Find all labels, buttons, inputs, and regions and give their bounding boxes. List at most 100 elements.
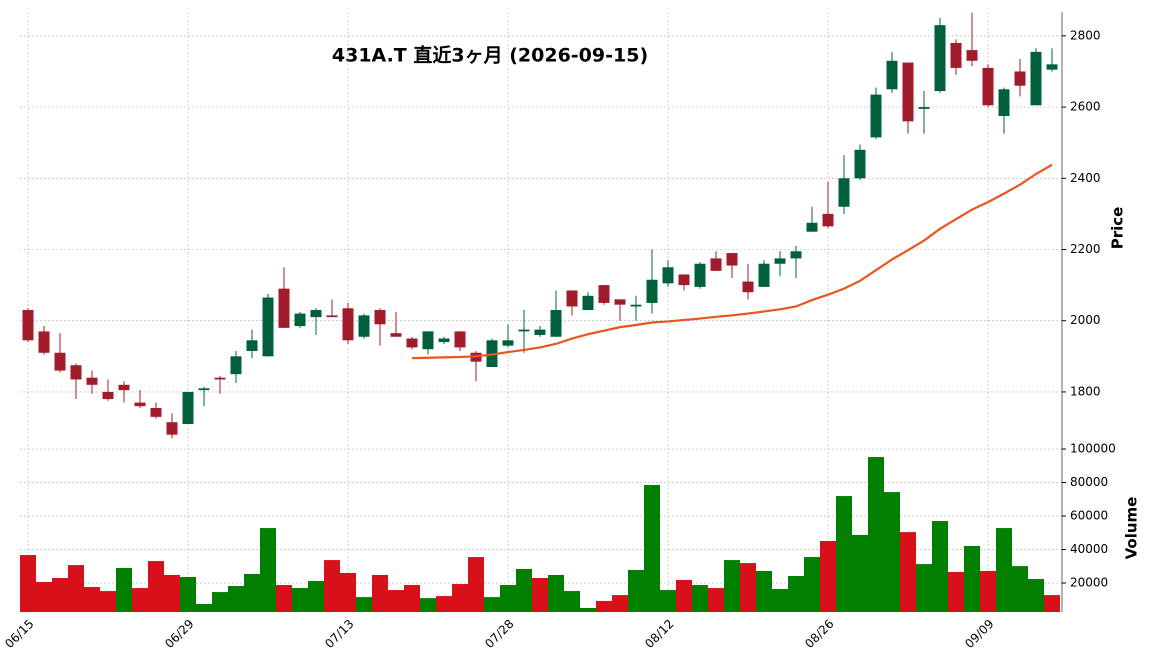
candle-body [22, 310, 34, 341]
candle-body [806, 222, 818, 232]
candle-body [886, 60, 898, 90]
volume-bar [660, 590, 676, 612]
candle-body [230, 356, 242, 375]
volume-bar [756, 570, 772, 612]
candle-body [998, 89, 1010, 116]
candle-body [790, 251, 802, 259]
candle-body [534, 329, 546, 335]
candle-body [582, 295, 594, 311]
candle-body [342, 308, 354, 341]
candle-body [166, 422, 178, 435]
volume-bar [724, 560, 740, 612]
candle-body [918, 107, 930, 109]
volume-bar [1012, 566, 1028, 612]
volume-bar [404, 585, 420, 612]
candle-body [822, 213, 834, 227]
volume-bar [820, 540, 836, 612]
candle-body [406, 338, 418, 348]
volume-bar [20, 555, 36, 612]
y-tick-label: 2600 [1070, 100, 1101, 114]
volume-bar [884, 492, 900, 612]
volume-bar [740, 563, 756, 612]
candle-body [502, 340, 514, 346]
candle-body [54, 352, 66, 371]
candle-body [870, 94, 882, 138]
candle-body [118, 384, 130, 391]
candle-body [182, 391, 194, 424]
candle-body [246, 340, 258, 351]
candle-body [358, 315, 370, 337]
volume-bar [36, 582, 52, 612]
y-tick-label: 2000 [1070, 313, 1101, 327]
volume-bar [500, 585, 516, 612]
volume-bar [996, 528, 1012, 612]
y-tick-label: 80000 [1070, 475, 1108, 489]
volume-bar [1028, 579, 1044, 612]
candle-body [646, 279, 658, 303]
volume-bar [804, 557, 820, 612]
candle-body [70, 365, 82, 380]
x-tick-label: 09/09 [962, 617, 996, 651]
candle-body [566, 290, 578, 307]
candle-body [550, 310, 562, 337]
candle-body [278, 288, 290, 328]
volume-axis-label: Volume [1123, 497, 1141, 560]
y-tick-label: 2400 [1070, 171, 1101, 185]
volume-bar [388, 590, 404, 612]
volume-bar [628, 569, 644, 612]
candle-body [662, 267, 674, 284]
volume-bar [708, 588, 724, 612]
volume-bar [532, 577, 548, 612]
candle-body [678, 274, 690, 286]
candle-body [774, 258, 786, 264]
candle-body [326, 315, 338, 318]
candle-body [38, 331, 50, 353]
volume-bar [468, 557, 484, 612]
candle-body [726, 253, 738, 266]
volume-bar [548, 574, 564, 612]
y-tick-label: 2200 [1070, 242, 1101, 256]
chart-title: 431A.T 直近3ヶ月 (2026-09-15) [332, 44, 648, 67]
volume-bar [1044, 595, 1060, 612]
volume-bar [916, 564, 932, 612]
volume-bar [180, 576, 196, 612]
volume-bar [132, 588, 148, 612]
y-tick-label: 20000 [1070, 576, 1108, 590]
candle-body [454, 331, 466, 348]
volume-bar [244, 573, 260, 612]
y-tick-label: 1800 [1070, 384, 1101, 398]
volume-bar [52, 577, 68, 612]
candle-body [102, 391, 114, 400]
x-tick-label: 06/29 [162, 617, 196, 651]
x-tick-label: 06/15 [2, 617, 36, 651]
volume-bar [836, 496, 852, 612]
volume-bar [356, 597, 372, 612]
candle-body [694, 263, 706, 287]
volume-bar [164, 574, 180, 612]
candle-body [614, 299, 626, 305]
volume-bar [900, 532, 916, 612]
y-tick-label: 100000 [1070, 442, 1116, 456]
candle-body [294, 313, 306, 327]
volume-bar [340, 572, 356, 612]
volume-bar [932, 521, 948, 612]
volume-bar [852, 534, 868, 612]
volume-bar [212, 592, 228, 612]
candle-body [950, 42, 962, 68]
candle-body [518, 329, 530, 332]
volume-bar [868, 457, 884, 612]
y-tick-label: 40000 [1070, 542, 1108, 556]
volume-bar [84, 587, 100, 612]
candle-body [422, 331, 434, 350]
volume-bar [228, 586, 244, 612]
x-tick-label: 07/28 [482, 617, 516, 651]
candle-body [198, 388, 210, 391]
volume-bar [596, 600, 612, 612]
volume-bar [676, 580, 692, 612]
candle-body [838, 178, 850, 207]
volume-bar [100, 591, 116, 612]
candle-body [934, 25, 946, 92]
volume-bar [372, 574, 388, 612]
volume-bar [196, 603, 212, 612]
candle-body [902, 62, 914, 122]
